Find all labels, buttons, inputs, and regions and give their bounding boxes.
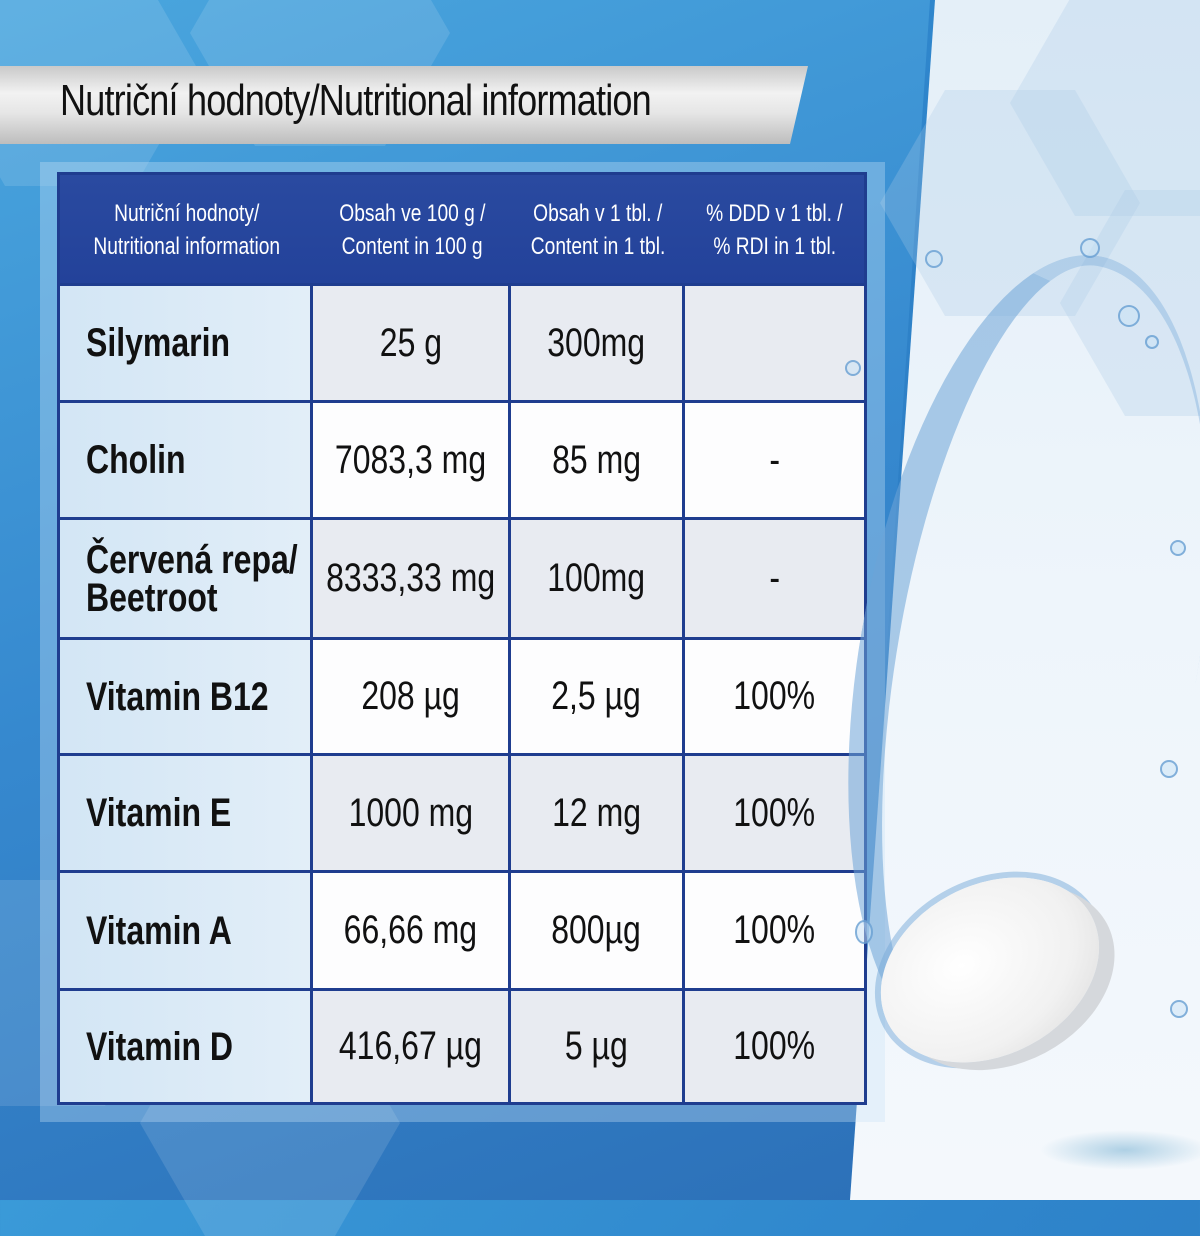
cell-rdi: - — [685, 403, 864, 517]
cell-per-tablet: 300mg — [511, 286, 682, 400]
cell-per-tablet: 12 mg — [511, 756, 682, 870]
header-per-tablet: Obsah v 1 tbl. / Content in 1 tbl. — [530, 200, 666, 260]
cell-per100g: 66,66 mg — [313, 873, 508, 988]
water-drop-icon — [1160, 760, 1178, 778]
cell-per100g: 208 µg — [313, 640, 508, 753]
table-header: Nutriční hodnoty/ Nutritional informatio… — [60, 175, 864, 283]
cell-per-tablet: 100mg — [511, 520, 682, 637]
water-drop-icon — [1080, 238, 1100, 258]
cell-rdi: - — [685, 520, 864, 637]
header-rdi: % DDD v 1 tbl. / % RDI in 1 tbl. — [706, 200, 843, 260]
nutrition-table: Nutriční hodnoty/ Nutritional informatio… — [57, 172, 867, 1105]
water-drop-icon — [855, 920, 873, 944]
row-name-vitamin-b12: Vitamin B12 — [60, 640, 310, 753]
cell-per-tablet: 5 µg — [511, 991, 682, 1102]
water-drop-icon — [1170, 1000, 1188, 1018]
water-drop-icon — [1145, 335, 1159, 349]
cell-per-tablet: 800µg — [511, 873, 682, 988]
header-per-100g: Obsah ve 100 g / Content in 100 g — [338, 200, 486, 260]
row-name-beetroot: Červená repa/Beetroot — [60, 520, 310, 637]
row-name-vitamin-e: Vitamin E — [60, 756, 310, 870]
water-drop-icon — [1118, 305, 1140, 327]
cell-rdi: 100% — [685, 991, 864, 1102]
water-drop-icon — [1170, 540, 1186, 556]
title-banner — [0, 66, 808, 144]
cell-per100g: 416,67 µg — [313, 991, 508, 1102]
water-drop-icon — [845, 360, 861, 376]
cell-per100g: 8333,33 mg — [313, 520, 508, 637]
cell-per-tablet: 85 mg — [511, 403, 682, 517]
cell-per100g: 1000 mg — [313, 756, 508, 870]
cell-per-tablet: 2,5 µg — [511, 640, 682, 753]
row-name-cholin: Cholin — [60, 403, 310, 517]
cell-rdi: 100% — [685, 873, 864, 988]
water-drop-icon — [925, 250, 943, 268]
cell-rdi: 100% — [685, 640, 864, 753]
cell-rdi: 100% — [685, 756, 864, 870]
cell-per100g: 25 g — [313, 286, 508, 400]
cell-rdi — [685, 286, 864, 400]
row-name-silymarin: Silymarin — [60, 286, 310, 400]
header-nutrient: Nutriční hodnoty/ Nutritional informatio… — [93, 200, 280, 260]
page-title: Nutriční hodnoty/Nutritional information — [60, 76, 652, 125]
row-name-vitamin-a: Vitamin A — [60, 873, 310, 988]
tablet-shadow — [1040, 1130, 1200, 1170]
cell-per100g: 7083,3 mg — [313, 403, 508, 517]
row-name-vitamin-d: Vitamin D — [60, 991, 310, 1102]
